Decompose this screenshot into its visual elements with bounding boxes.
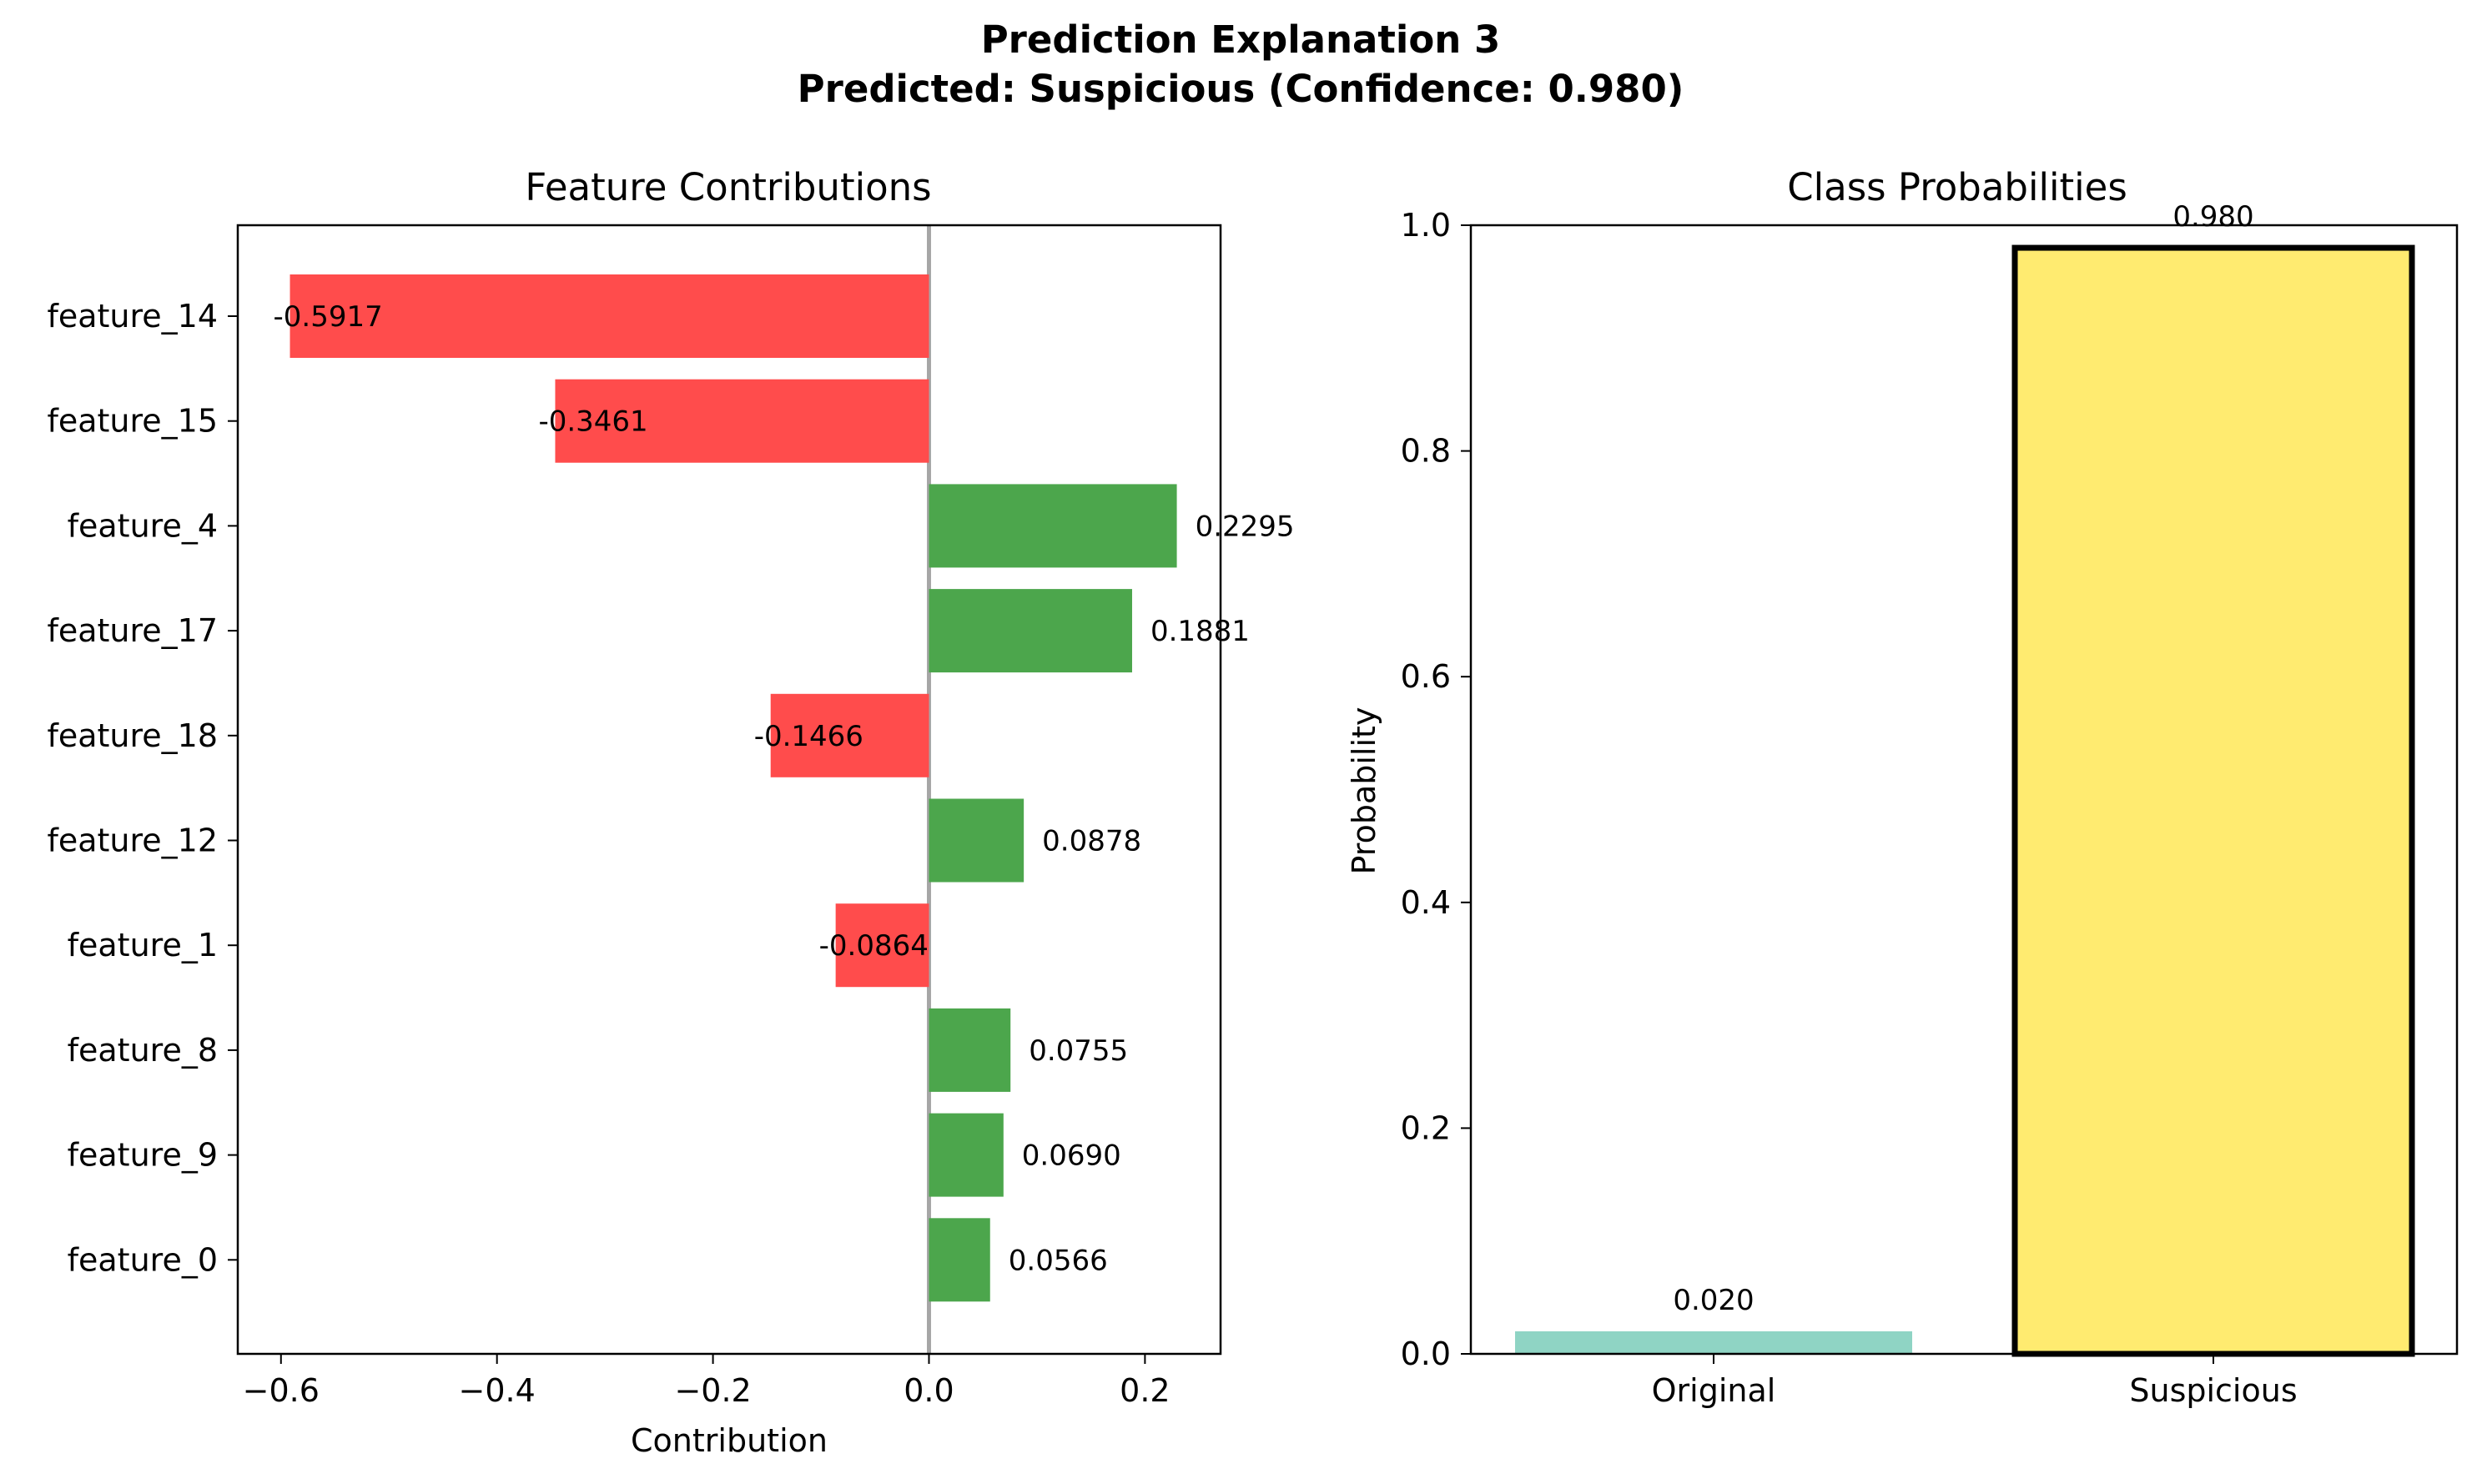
- class-probabilities-title: Class Probabilities: [1787, 165, 2127, 209]
- x-tick-label-suspicious: Suspicious: [2129, 1372, 2297, 1409]
- y-tick-label-feature-4: feature_4: [68, 507, 218, 544]
- contribution-x-axis-label: Contribution: [631, 1422, 828, 1459]
- y-tick-label-feature-8: feature_8: [68, 1032, 218, 1069]
- y-tick-label-1: 0.2: [1401, 1109, 1451, 1146]
- bar-feature-1: [835, 903, 929, 988]
- bar-feature-14: [289, 274, 929, 358]
- value-label-feature-9: 0.0690: [1022, 1139, 1121, 1173]
- probability-value-labels: 0.020 0.980: [1673, 200, 2253, 1317]
- value-label-feature-14: -0.5917: [274, 300, 383, 334]
- bar-feature-12: [929, 798, 1025, 883]
- bar-feature-15: [555, 379, 929, 463]
- x-tick-label-original: Original: [1652, 1372, 1776, 1409]
- bar-suspicious: [2011, 244, 2415, 1357]
- x-tick-label-4: 0.2: [1120, 1372, 1170, 1409]
- feature-contributions-plot-frame: [236, 224, 1222, 1356]
- value-label-feature-12: 0.0878: [1042, 825, 1141, 858]
- probability-bars: [1515, 244, 2415, 1357]
- value-label-feature-17: 0.1881: [1150, 615, 1250, 648]
- y-tick-label-feature-12: feature_12: [47, 822, 218, 859]
- value-label-feature-0: 0.0566: [1009, 1244, 1108, 1277]
- y-tick-label-feature-17: feature_17: [47, 612, 218, 649]
- value-label-feature-18: -0.1466: [754, 720, 863, 753]
- probability-y-ticks: 0.0 0.2 0.4 0.6 0.8 1.0: [1401, 207, 1471, 1372]
- bar-original: [1515, 1331, 1912, 1354]
- y-tick-label-2: 0.4: [1401, 884, 1451, 921]
- y-tick-label-3: 0.6: [1401, 658, 1451, 695]
- y-tick-label-feature-14: feature_14: [47, 298, 218, 335]
- x-tick-label-3: 0.0: [904, 1372, 954, 1409]
- y-tick-label-feature-0: feature_0: [68, 1241, 218, 1278]
- value-label-original: 0.020: [1673, 1284, 1754, 1317]
- figure-title-line-1: Prediction Explanation 3: [981, 18, 1501, 62]
- y-tick-label-4: 0.8: [1401, 433, 1451, 470]
- contribution-value-labels: -0.5917 -0.3461 0.2295 0.1881 -0.1466 0.0878 -…: [274, 300, 1295, 1277]
- y-tick-label-feature-18: feature_18: [47, 717, 218, 754]
- y-tick-label-0: 0.0: [1401, 1336, 1451, 1372]
- bar-feature-8: [929, 1008, 1011, 1092]
- figure-title-line-2: Predicted: Suspicious (Confidence: 0.980…: [798, 67, 1684, 111]
- feature-contributions-panel: Feature Contributions -0.5917 -0.3461 0.22…: [47, 165, 1294, 1459]
- bar-feature-9: [929, 1113, 1004, 1197]
- bar-feature-18: [770, 693, 929, 777]
- x-tick-label-1: −0.4: [459, 1372, 536, 1409]
- contribution-x-ticks: −0.6 −0.4 −0.2 0.0 0.2: [243, 1354, 1171, 1409]
- bar-feature-17: [929, 589, 1132, 673]
- class-probabilities-panel: Class Probabilities 0.020 0.980 0.0 0.2 0.4…: [1346, 165, 2459, 1409]
- bar-feature-0: [929, 1218, 990, 1302]
- value-label-feature-1: -0.0864: [819, 929, 929, 963]
- value-label-feature-4: 0.2295: [1196, 510, 1295, 543]
- x-tick-label-2: −0.2: [674, 1372, 751, 1409]
- value-label-feature-15: -0.3461: [538, 405, 647, 439]
- y-tick-label-feature-15: feature_15: [47, 403, 218, 440]
- feature-tick-labels: feature_14 feature_15 feature_4 feature_17f…: [47, 298, 238, 1278]
- x-tick-label-0: −0.6: [243, 1372, 320, 1409]
- class-probabilities-plot-frame: [1469, 224, 2459, 1356]
- value-label-suspicious: 0.980: [2172, 200, 2253, 234]
- class-tick-labels: Original Suspicious: [1652, 1354, 2298, 1409]
- y-tick-label-5: 1.0: [1401, 207, 1451, 244]
- bar-feature-4: [929, 484, 1177, 568]
- y-tick-label-feature-1: feature_1: [68, 927, 218, 963]
- contribution-bars: [289, 274, 1177, 1302]
- value-label-feature-8: 0.0755: [1029, 1034, 1128, 1068]
- y-tick-label-feature-9: feature_9: [68, 1137, 218, 1174]
- feature-contributions-title: Feature Contributions: [525, 165, 931, 209]
- probability-y-axis-label: Probability: [1346, 707, 1382, 875]
